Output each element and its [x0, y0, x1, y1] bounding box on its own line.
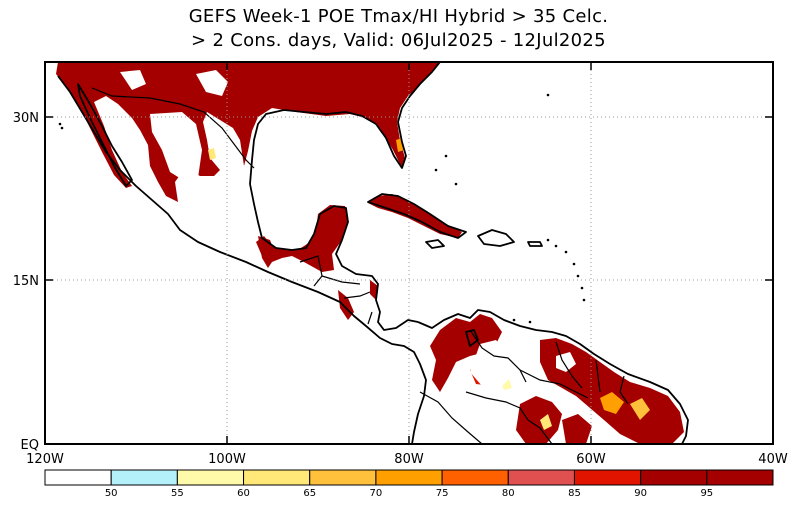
shading-amazon-a	[516, 396, 562, 444]
lon-label-80w: 80W	[394, 452, 424, 467]
map-title-line-2: > 2 Cons. days, Valid: 06Jul2025 - 12Jul…	[191, 30, 606, 51]
fringe-brazil	[600, 392, 624, 414]
colorbar-swatch	[309, 469, 377, 486]
border-guatemala	[299, 255, 323, 287]
colorbar-swatch	[375, 469, 443, 486]
colorbar-swatch	[110, 469, 178, 486]
colorbar	[44, 469, 774, 486]
colorbar-swatch	[573, 469, 642, 486]
lon-label-120w: 120W	[26, 452, 64, 467]
island-dots	[58, 93, 586, 324]
coast-gulf-mexico	[249, 62, 441, 331]
shading-guianas	[540, 338, 684, 444]
coast-hispaniola	[477, 229, 515, 247]
border-suriname	[595, 359, 601, 393]
fringe-guiana	[630, 398, 650, 420]
fringe-mexico	[208, 148, 216, 160]
coast-lake-maracaibo	[465, 329, 479, 347]
border-french-guiana	[619, 375, 629, 405]
colorbar-label: 90	[634, 488, 647, 499]
border-nicaragua	[343, 291, 371, 299]
shading-amazon-b	[562, 414, 592, 444]
shading-cuba	[368, 194, 462, 238]
colorbar-label: 60	[237, 488, 250, 499]
coastlines	[57, 62, 689, 444]
colorbar-swatch	[44, 469, 112, 486]
colorbar-swatch	[176, 469, 245, 486]
border-colombia-brazil	[465, 391, 529, 421]
coast-puerto-rico	[527, 241, 543, 247]
coast-pacific-mexico	[57, 75, 427, 444]
lat-label-eq: EQ	[21, 438, 39, 453]
border-ecuador-peru	[419, 391, 483, 444]
border-honduras	[321, 275, 361, 285]
lon-label-100w: 100W	[208, 452, 246, 467]
coast-south-america-north	[417, 309, 689, 444]
border-colombia-venezuela	[469, 329, 527, 383]
colorbar-label: 55	[171, 488, 184, 499]
graticule	[45, 62, 773, 444]
lon-label-60w: 60W	[576, 452, 606, 467]
shading-holes	[120, 70, 576, 388]
colorbar-label: 80	[502, 488, 515, 499]
fringe-amazon	[540, 414, 552, 430]
colorbar-swatch	[243, 469, 311, 486]
colorbar-label: 70	[370, 488, 383, 499]
map-area	[45, 62, 773, 444]
colorbar-swatch	[706, 469, 774, 486]
coast-cuba	[367, 193, 467, 239]
political-borders	[91, 87, 629, 444]
coast-baja	[77, 83, 133, 187]
border-us-mexico	[91, 87, 255, 169]
border-venezuela-brazil	[519, 369, 589, 399]
shading-yucatan	[256, 205, 348, 272]
colorbar-label: 75	[436, 488, 449, 499]
lat-label-30n: 30N	[13, 111, 39, 126]
axis-ticks	[45, 62, 773, 444]
probability-shading-95	[56, 62, 684, 444]
coast-jamaica	[425, 239, 445, 249]
colorbar-label: 50	[105, 488, 118, 499]
map-title-line-1: GEFS Week-1 POE Tmax/HI Hybrid > 35 Celc…	[188, 6, 609, 27]
colorbar-label: 65	[303, 488, 316, 499]
colorbar-swatch	[507, 469, 575, 486]
colorbar-swatch	[441, 469, 509, 486]
shading-colombia-venezuela	[430, 314, 502, 392]
border-brazil-peru	[527, 419, 553, 444]
lon-label-40w: 40W	[758, 452, 788, 467]
colorbar-label: 95	[700, 488, 713, 499]
shading-us-north-mexico	[56, 62, 440, 202]
border-guyana	[555, 341, 583, 389]
lat-label-15n: 15N	[13, 274, 39, 289]
colorbar-label: 85	[568, 488, 581, 499]
border-costa-rica	[367, 311, 373, 325]
colorbar-labels: 50 55 60 65 70 75 80 85 90 95	[105, 488, 713, 499]
colorbar-swatch	[640, 469, 708, 486]
